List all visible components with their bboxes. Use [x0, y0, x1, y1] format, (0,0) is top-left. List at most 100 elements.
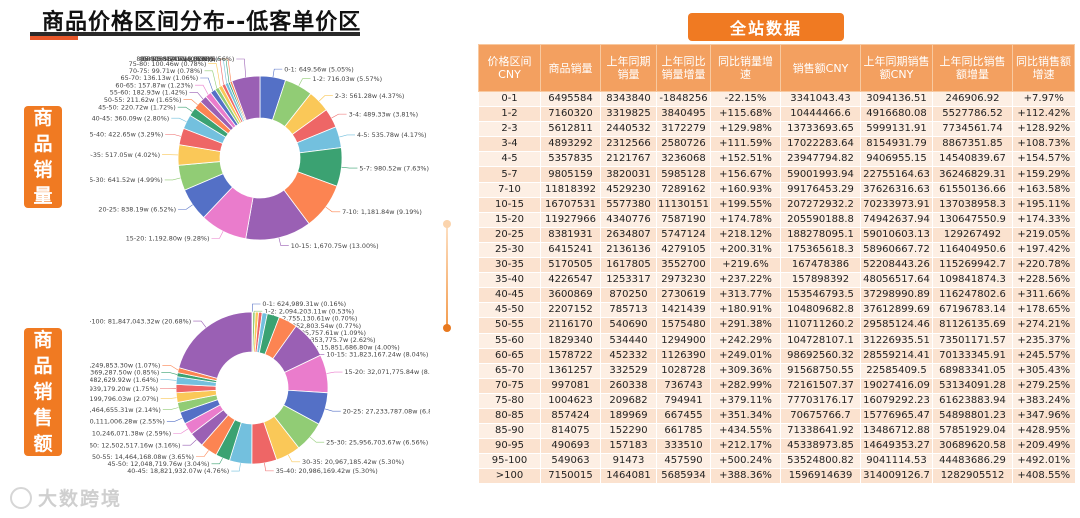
- slice-label: 45-50: 220.72w (1.72%): [98, 103, 176, 111]
- table-cell: 129267492: [932, 227, 1013, 243]
- table-cell: 2-3: [478, 121, 541, 138]
- slice-label: 30-35: 20,967,185.42w (5.30%): [302, 458, 404, 466]
- slice-leader-line: [164, 177, 181, 181]
- table-cell: 1617805: [600, 257, 657, 274]
- table-cell: 5170505: [540, 257, 601, 274]
- table-cell: +305.43%: [1012, 363, 1075, 379]
- slice-leader-line: [236, 58, 247, 78]
- table-cell: 61550136.66: [932, 182, 1013, 198]
- title-underline-accent: [30, 36, 78, 40]
- table-cell: -22.15%: [710, 91, 781, 108]
- slice-label: 95-100: 4,249,853.30w (1.07%): [90, 361, 160, 369]
- table-cell: 6495584: [540, 91, 601, 108]
- slice-label: 20-25: 27,233,787.08w (6.88%): [343, 407, 430, 415]
- slice-leader-line: [326, 371, 343, 374]
- table-cell: 58960667.72: [860, 242, 933, 259]
- slice-label: 55-60: 182.93w (1.42%): [110, 89, 188, 97]
- table-cell: 70133345.91: [932, 348, 1013, 364]
- slice-leader-line: [287, 454, 301, 463]
- table-row: 90-95 490693 157183 333510 +212.17% 45338973.…: [478, 438, 1075, 455]
- table-cell: 36246829.31: [932, 166, 1013, 183]
- slice-leader-line: [182, 439, 197, 446]
- table-cell: 20-25: [478, 227, 541, 243]
- table-cell: 736743: [656, 378, 711, 394]
- table-body: 0-1 6495584 8343840 -1848256 -22.15% 3341043.…: [478, 91, 1075, 485]
- revenue-tag-char: 品: [33, 355, 53, 377]
- slice-label: 45-50: 12,048,719.76w (3.04%): [107, 460, 209, 468]
- table-cell: 65-70: [478, 363, 541, 379]
- table-cell: 857424: [540, 408, 601, 425]
- slice-leader-line: [231, 463, 241, 472]
- table-row: 65-70 1361257 332529 1028728 +309.36% 9156875…: [478, 363, 1075, 379]
- table-cell: 3840495: [656, 106, 711, 123]
- slice-leader-line: [324, 408, 341, 412]
- table-cell: 4893292: [540, 136, 601, 153]
- revenue-tag-char: 商: [33, 329, 53, 351]
- slice-leader-line: [193, 320, 207, 328]
- table-cell: 3552700: [656, 257, 711, 274]
- table-cell: +129.98%: [710, 121, 781, 138]
- slice-label: 3-4: 3,052,803.54w (0.77%): [271, 322, 361, 330]
- table-row: 60-65 1578722 452332 1126390 +249.01% 9869256…: [478, 348, 1075, 364]
- table-cell: +245.57%: [1012, 348, 1075, 364]
- table-cell: 48056517.64: [860, 272, 933, 289]
- table-cell: 85-90: [478, 423, 541, 440]
- slice-label: 85-90: 6,482,629.92w (1.64%): [90, 376, 158, 384]
- table-cell: 175365618.3: [780, 242, 861, 259]
- table-cell: 7160320: [540, 106, 601, 123]
- table-cell: 37626316.63: [860, 182, 933, 198]
- title-underline: [30, 32, 360, 36]
- table-cell: +351.34%: [710, 408, 781, 425]
- table-cell: +388.36%: [710, 468, 781, 485]
- table-cell: 15-20: [478, 212, 541, 228]
- table-row: >100 7150015 1464081 5685934 +388.36% 1596914…: [478, 468, 1075, 485]
- watermark: 大数跨境: [10, 484, 122, 511]
- table-cell: +197.42%: [1012, 242, 1075, 259]
- table-cell: 205590188.8: [780, 212, 861, 228]
- table-cell: 37612899.69: [860, 302, 933, 319]
- table-cell: 13733693.65: [780, 121, 861, 138]
- table-cell: 28559214.41: [860, 348, 933, 364]
- table-cell: 3172279: [656, 121, 711, 138]
- table-cell: 1253317: [600, 272, 657, 289]
- table-cell: 44483686.29: [932, 453, 1013, 470]
- column-header: 同比销售额增速: [1012, 44, 1075, 92]
- table-cell: 22755164.63: [860, 166, 933, 183]
- table-cell: 0-1: [478, 91, 541, 108]
- table-cell: +383.24%: [1012, 393, 1075, 409]
- table-cell: 8381931: [540, 227, 601, 243]
- table-cell: +219.05%: [1012, 227, 1075, 243]
- table-cell: 8343840: [600, 91, 657, 108]
- table-cell: 7-10: [478, 182, 541, 198]
- table-cell: 1575480: [656, 317, 711, 334]
- slice-label: 70-75: 8,464,655.31w (2.14%): [90, 406, 161, 414]
- table-cell: +180.91%: [710, 302, 781, 319]
- table-cell: 540690: [600, 317, 657, 334]
- table-cell: 50-55: [478, 317, 541, 334]
- table-cell: 14540839.67: [932, 151, 1013, 168]
- table-row: 3-4 4893292 2312566 2580726 +111.59% 17022283…: [478, 136, 1075, 153]
- table-cell: 31226935.51: [860, 333, 933, 349]
- table-cell: 10-15: [478, 197, 541, 213]
- table-cell: 8867351.85: [932, 136, 1013, 153]
- slice-label: 35-40: 422.65w (3.29%): [90, 130, 163, 138]
- table-cell: +279.25%: [1012, 378, 1075, 394]
- table-cell: 30689620.58: [932, 438, 1013, 455]
- table-cell: +291.38%: [710, 317, 781, 334]
- table-cell: +309.36%: [710, 363, 781, 379]
- slice-label: 25-30: 641.52w (4.99%): [90, 176, 163, 184]
- table-cell: 189969: [600, 408, 657, 425]
- table-cell: 4340776: [600, 212, 657, 228]
- slice-label: 30-35: 517.05w (4.02%): [90, 151, 160, 159]
- table-cell: 11818392: [540, 182, 601, 198]
- table-cell: 153546793.5: [780, 287, 861, 304]
- slice-label: 40-45: 360.09w (2.80%): [92, 114, 170, 122]
- table-row: 35-40 4226547 1253317 2973230 +237.22% 157898…: [478, 272, 1075, 289]
- volume-tag-char: 量: [33, 185, 53, 207]
- column-header: 上年同期销售额CNY: [860, 44, 933, 92]
- table-cell: 5527786.52: [932, 106, 1013, 123]
- table-cell: 7289162: [656, 182, 711, 198]
- table-cell: 314009126.7: [860, 468, 933, 485]
- slice-leader-line: [272, 68, 283, 78]
- slice-leader-line: [325, 206, 341, 213]
